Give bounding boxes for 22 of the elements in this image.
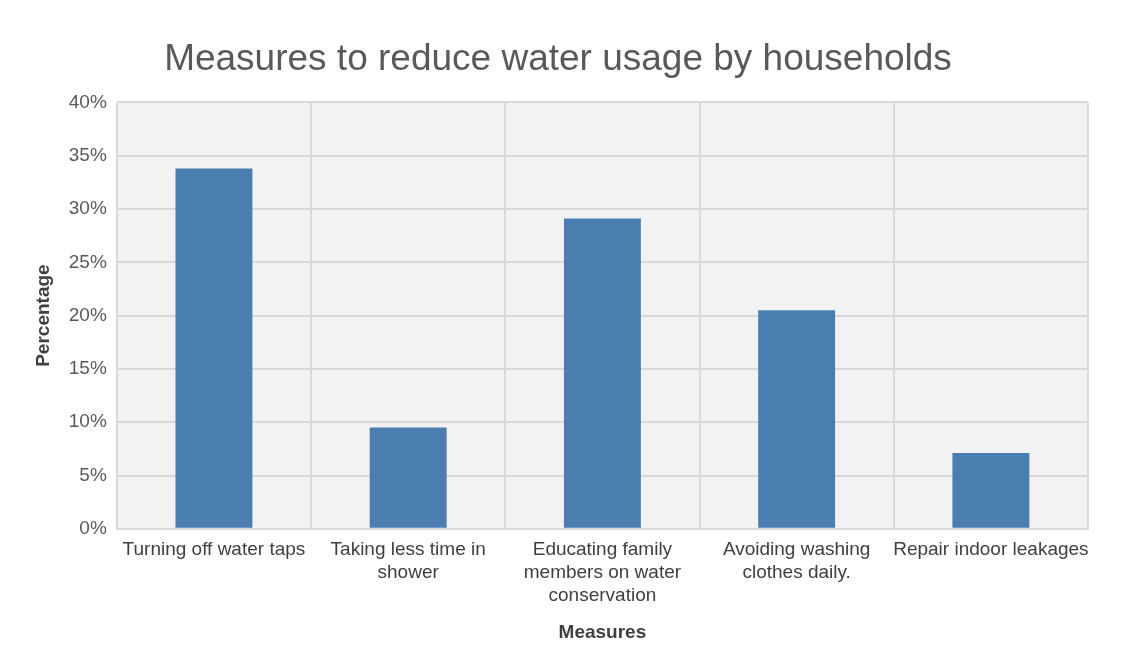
chart-title: Measures to reduce water usage by households — [164, 37, 952, 79]
y-tick-label: 35% — [68, 143, 107, 165]
x-tick-label: Taking less time in shower — [330, 538, 486, 583]
x-tick-label: Avoiding washing clothes daily. — [722, 538, 871, 583]
y-axis-title: Percentage — [31, 264, 53, 367]
y-tick-label: 10% — [68, 410, 107, 432]
x-tick-label: Educating family members on water conservation — [523, 538, 682, 606]
y-tick-label: 25% — [68, 250, 107, 272]
x-tick-label: Turning off water taps — [122, 538, 306, 560]
y-tick-label: 15% — [68, 357, 107, 379]
bar — [175, 168, 253, 528]
x-tick-label: Repair indoor leakages — [893, 538, 1089, 560]
y-tick-label: 0% — [79, 517, 107, 539]
bar — [369, 427, 447, 528]
y-tick-label: 5% — [79, 463, 107, 485]
bar — [758, 310, 836, 528]
y-tick-label: 30% — [68, 197, 107, 219]
y-tick-label: 40% — [68, 90, 107, 112]
bar — [563, 218, 641, 528]
x-axis-title: Measures — [558, 620, 647, 642]
y-tick-label: 20% — [68, 303, 107, 325]
bar — [952, 453, 1030, 528]
